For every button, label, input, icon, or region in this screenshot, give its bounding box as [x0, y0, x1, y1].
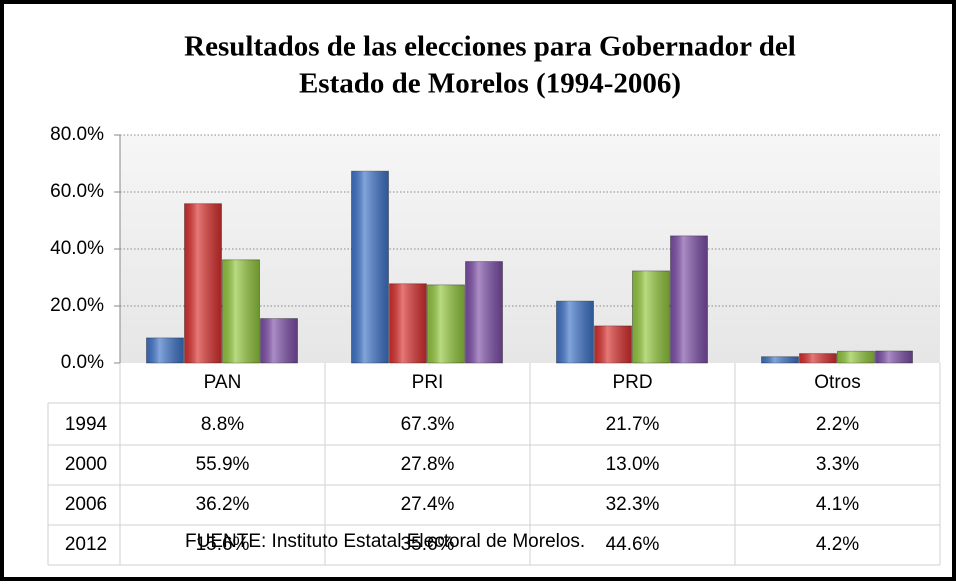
bar: [146, 337, 184, 364]
data-label: 8.8%: [201, 414, 244, 435]
data-label: 36.2%: [196, 494, 250, 515]
data-label: 3.3%: [816, 454, 859, 475]
data-label: 44.6%: [606, 534, 660, 555]
y-tick-label: 20.0%: [50, 295, 104, 316]
data-label: 4.2%: [816, 534, 859, 555]
chart-title: Estado de Morelos (1994-2006): [299, 68, 681, 100]
bar: [670, 235, 708, 364]
bar: [837, 350, 875, 364]
data-label: 67.3%: [401, 414, 455, 435]
legend-label: 2000: [65, 454, 107, 475]
bar: [222, 259, 260, 364]
data-label: 35.6%: [401, 534, 455, 555]
bar: [260, 318, 298, 364]
y-tick-label: 60.0%: [50, 181, 104, 202]
bar: [594, 325, 632, 364]
y-tick-label: 40.0%: [50, 238, 104, 259]
x-tick-label: PAN: [204, 372, 242, 393]
data-label: 13.0%: [606, 454, 660, 475]
data-label: 27.8%: [401, 454, 455, 475]
x-tick-label: PRI: [412, 372, 444, 393]
bar: [761, 356, 799, 364]
x-tick-label: Otros: [814, 372, 860, 393]
legend-label: 2012: [65, 534, 107, 555]
data-label: 55.9%: [196, 454, 250, 475]
bar: [632, 270, 670, 364]
bar: [427, 284, 465, 364]
chart-title: Resultados de las elecciones para Gobern…: [184, 31, 796, 63]
bar: [389, 283, 427, 364]
bar: [556, 300, 594, 364]
bar: [799, 353, 837, 364]
x-tick-label: PRD: [612, 372, 652, 393]
legend-label: 2006: [65, 494, 107, 515]
y-tick-label: 80.0%: [50, 124, 104, 145]
legend-label: 1994: [65, 414, 108, 435]
y-tick-label: 0.0%: [61, 352, 104, 373]
bar: [184, 203, 222, 364]
data-label: 15.6%: [196, 534, 250, 555]
data-label: 32.3%: [606, 494, 660, 515]
bar: [875, 350, 913, 364]
bar: [351, 170, 389, 364]
data-label: 21.7%: [606, 414, 660, 435]
data-label: 4.1%: [816, 494, 859, 515]
source-note: FUENTE: Instituto Estatal Electoral de M…: [185, 531, 585, 552]
data-label: 27.4%: [401, 494, 455, 515]
data-label: 2.2%: [816, 414, 859, 435]
bar: [465, 261, 503, 364]
